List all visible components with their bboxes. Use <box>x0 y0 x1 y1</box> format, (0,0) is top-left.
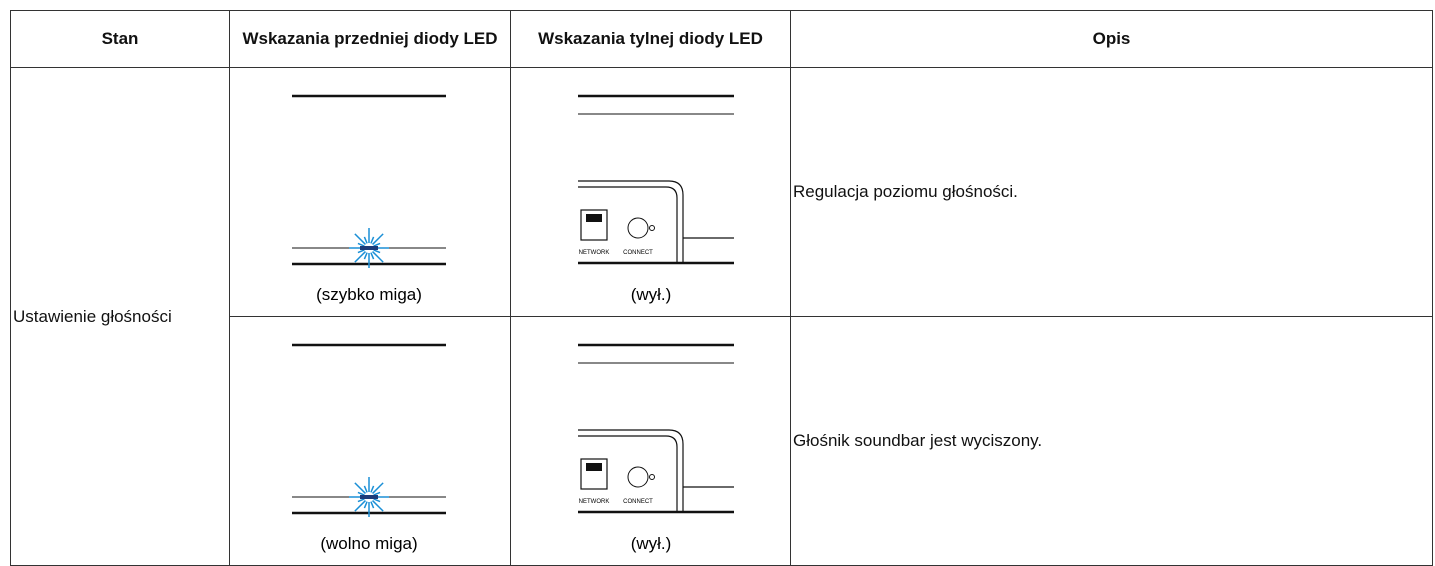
led-ray <box>354 482 366 494</box>
led-ray <box>357 242 365 247</box>
led-ray <box>354 233 366 245</box>
led-ray <box>372 482 384 494</box>
front-led-illustration: (wolno miga) <box>292 343 446 553</box>
rear-led-illustration: NETWORK CONNECT (wył.) <box>578 343 734 553</box>
header-cell: Opis <box>790 10 1433 68</box>
header-cell: Wskazania przedniej diody LED <box>229 10 511 68</box>
rear-led-cell: NETWORK CONNECT (wył.) <box>510 316 791 566</box>
led <box>360 495 378 499</box>
table-row: Ustawienie głośności (szybko miga) NETWORK… <box>10 67 1433 566</box>
header-cell: Wskazania tylnej diody LED <box>510 10 791 68</box>
panel <box>578 180 734 263</box>
caption: (wolno miga) <box>320 534 417 553</box>
network-port <box>580 458 608 490</box>
led-ray <box>357 491 365 496</box>
led-ray <box>373 249 381 254</box>
panel-label: CONNECT <box>623 250 653 256</box>
connect-led <box>649 225 655 231</box>
header-row: Stan Wskazania przedniej diody LED Wskazan… <box>10 10 1433 68</box>
led <box>360 246 378 250</box>
panel-label: NETWORK <box>579 250 610 256</box>
caption: (wył.) <box>631 285 672 304</box>
led-table: Stan Wskazania przedniej diody LED Wskazan… <box>10 10 1433 566</box>
led-ray <box>354 500 366 512</box>
rear-led-illustration: NETWORK CONNECT (wył.) <box>578 94 734 304</box>
header-cell: Stan <box>10 10 230 68</box>
led-ray <box>363 501 368 509</box>
led-ray <box>363 236 368 244</box>
led-ray <box>370 501 375 509</box>
panel-label: NETWORK <box>579 499 610 505</box>
network-port <box>580 209 608 241</box>
table-body: Ustawienie głośności (szybko miga) NETWORK… <box>10 67 1433 566</box>
led-ray <box>354 251 366 263</box>
table-row: (wolno miga) NETWORK CONNECT (wył.) Głośnik … <box>11 316 1433 566</box>
led-ray <box>373 491 381 496</box>
state-cell: Ustawienie głośności <box>10 67 230 566</box>
description-cell: Głośnik soundbar jest wyciszony. <box>790 316 1433 566</box>
caption: (wył.) <box>631 534 672 553</box>
led-ray <box>372 500 384 512</box>
led-ray <box>363 252 368 260</box>
led-ray <box>373 498 381 503</box>
led-ray <box>370 485 375 493</box>
connect-button <box>627 466 649 488</box>
front-led-cell: (wolno miga) <box>229 316 511 566</box>
front-led-illustration: (szybko miga) <box>292 94 446 304</box>
led-ray <box>372 233 384 245</box>
connect-button <box>627 217 649 239</box>
led-ray <box>370 252 375 260</box>
led-ray <box>357 249 365 254</box>
panel <box>578 429 734 512</box>
caption: (szybko miga) <box>316 285 422 304</box>
network-port-inner <box>586 463 602 471</box>
led-ray <box>370 236 375 244</box>
led-ray <box>372 251 384 263</box>
led-ray <box>357 498 365 503</box>
front-led-cell: (szybko miga) <box>229 67 511 317</box>
panel-label: CONNECT <box>623 499 653 505</box>
rear-led-cell: NETWORK CONNECT (wył.) <box>510 67 791 317</box>
network-port-inner <box>586 214 602 222</box>
led-ray <box>363 485 368 493</box>
description-cell: Regulacja poziomu głośności. <box>790 67 1433 317</box>
connect-led <box>649 474 655 480</box>
led-ray <box>373 242 381 247</box>
